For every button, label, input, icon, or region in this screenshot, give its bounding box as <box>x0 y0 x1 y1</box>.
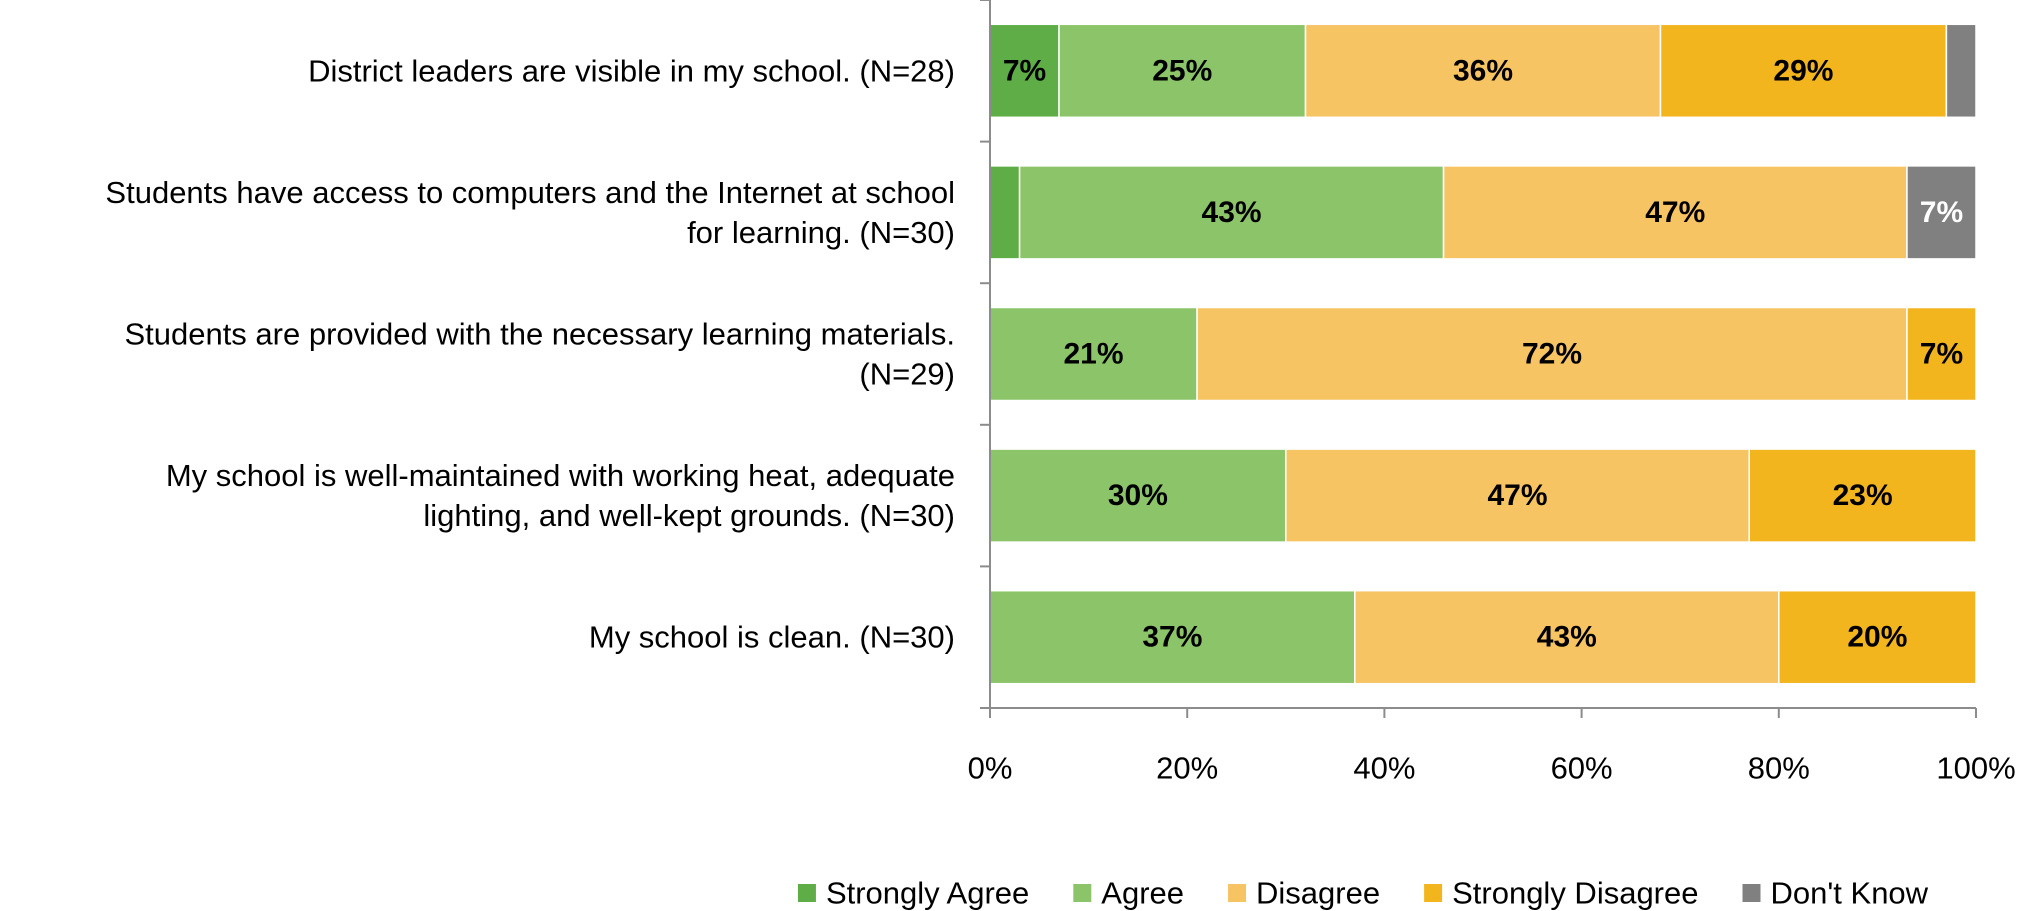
x-tick-label: 0% <box>968 751 1013 786</box>
legend-swatch <box>1073 884 1092 902</box>
bar-segment <box>1442 165 1908 260</box>
legend-swatch <box>1424 884 1443 902</box>
data-labels: 7% 25% 36% 29% 43% 47% 7% 21% 72% 7% 30% 47% 23% 37% 4… <box>1003 54 1963 653</box>
category-label: Students have access to computers and th… <box>105 175 955 250</box>
bar-segment <box>989 23 1060 119</box>
bar-segment <box>1906 165 1977 260</box>
legend-swatch <box>1742 884 1761 902</box>
category-label-line: Students have access to computers and th… <box>105 175 955 210</box>
legend-swatch <box>797 884 816 902</box>
x-tick-labels: 0% 20% 40% 60% 80% 100% <box>968 751 2016 786</box>
data-label: 21% <box>1064 338 1124 371</box>
bar-segment <box>1906 306 1977 402</box>
data-label: 7% <box>1920 196 1963 229</box>
data-label: 7% <box>1920 338 1963 371</box>
axes <box>980 0 1977 718</box>
data-label: 23% <box>1833 479 1893 512</box>
bar-segment <box>1058 23 1307 119</box>
data-label: 43% <box>1202 196 1262 229</box>
bar-segment <box>1304 23 1662 119</box>
bar-segment <box>989 165 1021 260</box>
data-label: 47% <box>1487 479 1547 512</box>
bar-segment <box>1354 589 1780 685</box>
category-label-line: Students are provided with the necessary… <box>124 317 955 352</box>
category-label-line: My school is clean. (N=30) <box>589 620 955 655</box>
data-label: 25% <box>1152 54 1212 87</box>
x-tick-label: 20% <box>1156 751 1218 786</box>
data-label: 72% <box>1522 338 1582 371</box>
x-tick-label: 80% <box>1748 751 1810 786</box>
bar-segment <box>989 589 1356 685</box>
category-label-line: (N=29) <box>859 357 955 392</box>
bar-segment <box>1018 165 1445 260</box>
bar-segment <box>1659 23 1948 119</box>
bar-segment <box>1945 23 1977 119</box>
bar-segment <box>1778 589 1977 685</box>
bar-segment <box>1285 448 1750 543</box>
category-label-line: My school is well-maintained with workin… <box>166 458 955 493</box>
category-label: My school is well-maintained with workin… <box>166 458 955 533</box>
category-labels: District leaders are visible in my schoo… <box>105 53 955 654</box>
category-label-line: for learning. (N=30) <box>687 215 955 250</box>
data-label: 30% <box>1108 479 1168 512</box>
category-label: My school is clean. (N=30) <box>589 620 955 655</box>
data-label: 36% <box>1453 54 1513 87</box>
data-label: 47% <box>1645 196 1705 229</box>
legend-label: Don't Know <box>1771 876 1929 911</box>
data-label: 43% <box>1537 621 1597 654</box>
legend-label: Strongly Disagree <box>1452 876 1698 911</box>
bar-segment <box>1748 448 1977 543</box>
bars <box>989 23 1977 685</box>
category-label: Students are provided with the necessary… <box>124 317 955 392</box>
legend-label: Strongly Agree <box>826 876 1029 911</box>
x-tick-label: 40% <box>1353 751 1415 786</box>
x-tick-label: 100% <box>1936 751 2015 786</box>
data-label: 37% <box>1142 621 1202 654</box>
legend-label: Agree <box>1101 876 1184 911</box>
data-label: 20% <box>1847 621 1907 654</box>
bar-segment <box>1196 306 1908 402</box>
category-label-line: District leaders are visible in my schoo… <box>308 53 955 88</box>
legend-label: Disagree <box>1256 876 1380 911</box>
category-label-line: lighting, and well-kept grounds. (N=30) <box>423 498 955 533</box>
data-label: 7% <box>1003 54 1046 87</box>
legend-swatch <box>1228 884 1247 902</box>
data-label: 29% <box>1773 54 1833 87</box>
legend: Strongly Agree Agree Disagree Strongly Disa… <box>797 876 1929 911</box>
category-label: District leaders are visible in my schoo… <box>308 53 955 88</box>
x-tick-label: 60% <box>1551 751 1613 786</box>
